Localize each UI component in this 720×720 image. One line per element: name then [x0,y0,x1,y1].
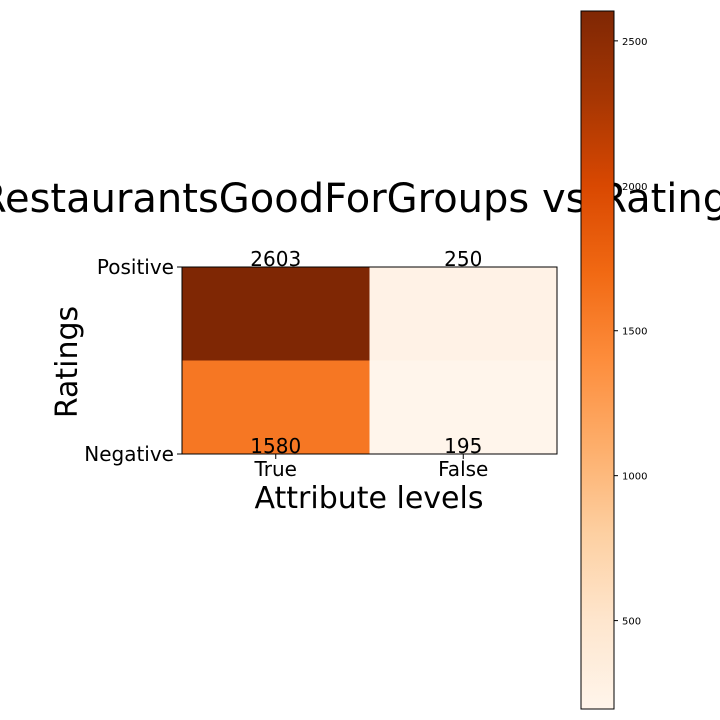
colorbar-tick-label: 2000 [622,182,647,193]
heatmap-cell [369,267,557,361]
heatmap-cell [182,360,370,454]
colorbar-gradient [580,10,615,710]
colorbar-tick-label: 500 [622,617,641,628]
y-axis: Positive Negative [84,255,182,466]
x-tick-label: False [438,457,488,481]
colorbar-ticks: 500 1000 1500 2000 2500 [614,37,647,628]
heatmap-cell [182,267,370,361]
plot-frame [181,266,558,455]
colorbar-tick-label: 1000 [622,472,647,483]
heatmap-cells [182,267,557,454]
y-tick-label: Positive [97,255,174,279]
colorbar-tick-label: 2500 [622,37,647,48]
cell-value-label: 2603 [250,247,301,271]
x-axis-label: Attribute levels [255,481,484,516]
heatmap-cell [369,360,557,454]
colorbar-tick-label: 1500 [622,327,647,338]
y-axis-label: Ratings [50,306,85,418]
y-tick-label: Negative [84,442,174,466]
x-axis: True False [254,454,488,481]
colorbar: 500 1000 1500 2000 2500 [580,10,647,710]
cell-value-label: 250 [444,247,482,271]
x-tick-label: True [254,457,297,481]
